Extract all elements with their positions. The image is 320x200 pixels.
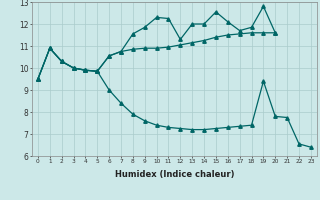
X-axis label: Humidex (Indice chaleur): Humidex (Indice chaleur) xyxy=(115,170,234,179)
